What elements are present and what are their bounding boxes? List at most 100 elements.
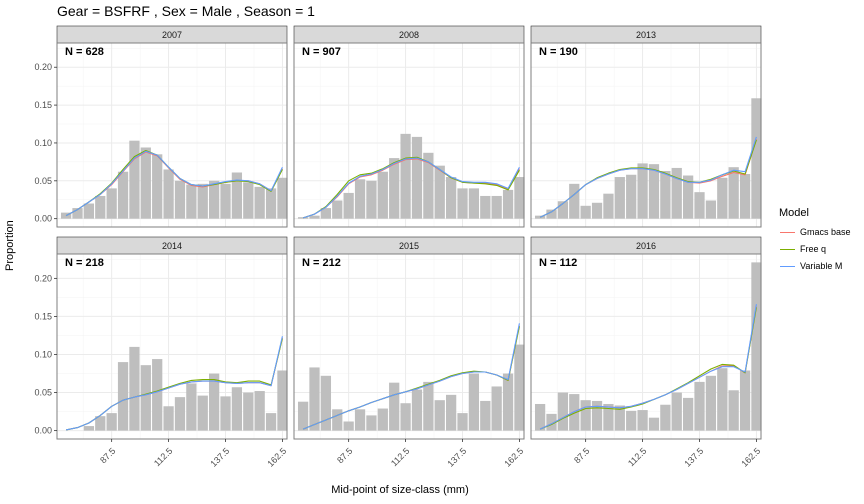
bar <box>343 192 354 219</box>
y-tick-label: 0.15 <box>34 100 52 110</box>
panel-border <box>530 42 762 228</box>
bar <box>614 405 625 431</box>
bar <box>152 359 163 431</box>
bar <box>694 192 705 219</box>
sample-size-label: N = 190 <box>539 46 578 58</box>
y-tick-label: 0.05 <box>34 388 52 398</box>
bar <box>366 180 377 219</box>
bar <box>468 373 480 431</box>
bar <box>480 195 491 219</box>
bar <box>354 409 366 431</box>
bar <box>163 406 174 431</box>
bar <box>423 152 434 219</box>
panel-border <box>293 42 525 228</box>
x-tick-label: 137.5 <box>682 446 705 469</box>
bar <box>411 389 423 431</box>
bar <box>637 163 648 219</box>
bar <box>705 200 717 219</box>
bar <box>434 400 445 431</box>
bar <box>106 188 117 219</box>
facet-strip-label: 2015 <box>399 241 419 251</box>
bar <box>626 410 637 431</box>
bar <box>186 184 197 219</box>
facet-strip-label: 2013 <box>636 30 656 40</box>
bar <box>354 179 366 219</box>
facet-strip-label: 2008 <box>399 30 419 40</box>
bar <box>557 201 569 219</box>
bar <box>514 177 525 219</box>
bar <box>309 367 320 431</box>
legend-title: Model <box>779 207 809 219</box>
bar <box>457 413 468 431</box>
x-tick-label: 112.5 <box>389 446 412 469</box>
legend-swatch-line <box>780 231 795 233</box>
bar <box>580 400 591 431</box>
bar <box>320 375 332 431</box>
bar <box>254 391 265 431</box>
sample-size-label: N = 212 <box>302 257 341 269</box>
bar <box>117 362 129 431</box>
legend-swatch-line <box>780 265 795 267</box>
x-tick-label: 112.5 <box>626 446 649 469</box>
bar <box>265 413 277 431</box>
bar <box>683 397 694 431</box>
bar <box>728 390 739 431</box>
bar <box>480 400 491 431</box>
y-tick-label: 0.20 <box>34 62 52 72</box>
facet-strip-label: 2007 <box>162 30 182 40</box>
bar <box>72 208 83 219</box>
sample-size-label: N = 907 <box>302 46 341 58</box>
bar <box>648 164 660 219</box>
y-axis-label: Proportion <box>4 220 16 271</box>
bar <box>152 154 163 219</box>
bar <box>637 410 648 431</box>
bar <box>603 403 614 431</box>
bar <box>186 383 197 431</box>
bar <box>243 182 254 219</box>
bar <box>591 202 603 219</box>
facet-strip-label: 2016 <box>636 241 656 251</box>
legend-label: Free q <box>800 243 827 254</box>
legend-label: Gmacs base <box>800 226 851 237</box>
x-tick-label: 87.5 <box>572 446 591 465</box>
bar <box>400 133 411 219</box>
bar <box>514 344 525 431</box>
bar <box>277 177 288 219</box>
bar <box>231 172 243 219</box>
bar <box>751 98 762 219</box>
x-tick-label: 112.5 <box>152 446 175 469</box>
bar <box>660 404 671 431</box>
bar <box>254 186 265 219</box>
bar <box>739 173 751 219</box>
bar <box>332 409 343 431</box>
bar <box>502 189 514 219</box>
series-line-variable-m <box>302 323 520 430</box>
bar <box>277 370 288 431</box>
y-tick-label: 0.10 <box>34 349 52 359</box>
bar <box>174 180 186 219</box>
x-tick-label: 162.5 <box>502 446 525 469</box>
bar <box>580 205 591 219</box>
legend-key <box>779 224 796 239</box>
bar <box>457 188 468 219</box>
bar <box>163 169 174 219</box>
bar <box>140 147 151 219</box>
legend: Model Gmacs base Free q Variable M <box>779 207 851 274</box>
series-line-variable-m <box>65 150 283 217</box>
bar <box>411 136 423 219</box>
bar <box>468 188 480 219</box>
bar <box>209 180 220 219</box>
legend-item-free-q: Free q <box>779 240 851 257</box>
x-tick-label: 87.5 <box>98 446 117 465</box>
bar <box>60 212 72 219</box>
panel-border <box>530 253 762 440</box>
series-line-variable-m <box>302 157 520 219</box>
bar <box>95 195 106 219</box>
series-line-variable-m <box>65 336 283 431</box>
bar <box>174 397 186 431</box>
bar <box>243 392 254 431</box>
x-tick-label: 162.5 <box>265 446 288 469</box>
bar <box>569 394 580 431</box>
bar <box>660 170 671 219</box>
